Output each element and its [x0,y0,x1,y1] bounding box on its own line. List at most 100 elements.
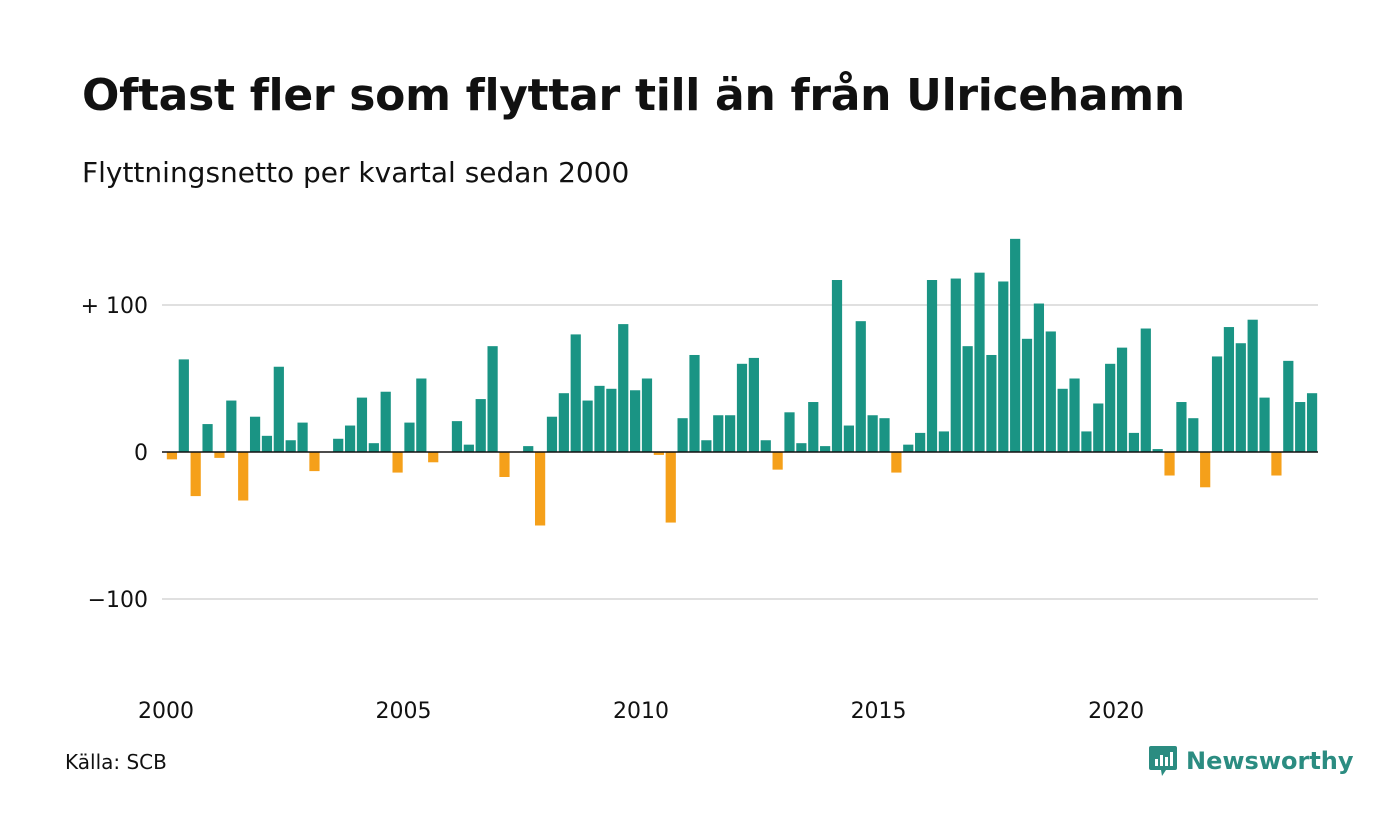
x-axis-ticks: 2000 2005 2010 2015 2020 [138,699,1144,724]
chart-title: Oftast fler som flyttar till än från Ulr… [82,70,1185,121]
bar [594,385,605,452]
grid-lines [162,304,1318,600]
bar [713,415,724,452]
x-tick-label: 2010 [613,699,669,724]
bar [1188,418,1199,452]
bar [428,452,439,463]
bar [784,412,795,452]
bar [1259,397,1270,452]
bar [843,425,854,452]
bar [380,391,391,452]
bar [736,363,748,452]
source-note: Källa: SCB [65,750,167,774]
bar [475,399,486,452]
bar [760,440,771,452]
brand-logo: Newsworthy [1148,744,1354,778]
bar [962,346,973,452]
bar [630,390,641,452]
bar [606,388,617,452]
newsworthy-logo-icon [1149,746,1177,776]
bar [748,357,759,452]
bar [1152,449,1163,452]
bar [344,425,356,452]
bar [523,446,534,452]
bar [867,415,878,452]
bar [1105,363,1116,452]
bar [1223,327,1235,452]
bar [665,452,676,523]
bar [796,443,807,452]
bar [974,272,985,452]
bar [582,400,593,452]
bar [1247,319,1258,452]
bar [1116,347,1128,452]
bar [915,432,926,452]
bar [1200,452,1211,488]
bar [226,400,237,452]
bar [202,424,213,452]
bar [808,402,819,452]
bar [451,421,463,452]
bar [1021,338,1033,452]
bar [986,354,997,452]
bar [546,416,558,452]
bar [725,415,736,452]
bar [891,452,902,473]
bar [309,452,320,472]
bar [297,422,308,452]
bar [1283,360,1294,452]
bar [499,452,510,477]
chart-subtitle: Flyttningsnetto per kvartal sedan 2000 [82,156,630,189]
y-tick-label: + 100 [81,294,148,319]
bar [831,280,843,452]
bar [950,278,961,452]
bar [1235,343,1246,452]
bar [1176,402,1187,452]
bar [356,397,368,452]
y-tick-label: −100 [88,588,148,613]
bar [689,354,700,452]
bar [249,416,261,452]
brand-name: Newsworthy [1186,747,1354,775]
bar [1093,403,1104,452]
bar [1128,432,1140,452]
bar [558,393,569,452]
bar [1271,452,1282,476]
bar [190,452,201,497]
bar [166,452,178,460]
bar [1140,328,1151,452]
y-axis-ticks: + 100 0 −100 [81,294,148,613]
bar [855,321,866,452]
bar [1081,431,1092,452]
bar [285,440,296,452]
bar [416,378,427,452]
bar [261,435,273,452]
bar [618,324,629,452]
bar [1045,331,1056,452]
bar [641,378,653,452]
bar [926,280,938,452]
bars [166,238,1318,526]
bar [772,452,783,470]
y-tick-label: 0 [134,441,148,466]
bar [701,440,712,452]
bar [570,334,581,452]
bar [368,443,379,452]
bar [1306,393,1318,452]
bar [653,452,664,455]
bar [903,444,914,452]
bar [1164,452,1175,476]
bar [1010,238,1021,452]
bar [677,418,688,452]
bar [273,366,284,452]
bar [463,444,474,452]
bar [487,346,498,452]
bar [535,452,546,526]
bar [1069,378,1080,452]
x-tick-label: 2005 [376,699,432,724]
bar [214,452,225,458]
bar [333,438,344,452]
bar [1033,303,1045,452]
bar [392,452,403,473]
